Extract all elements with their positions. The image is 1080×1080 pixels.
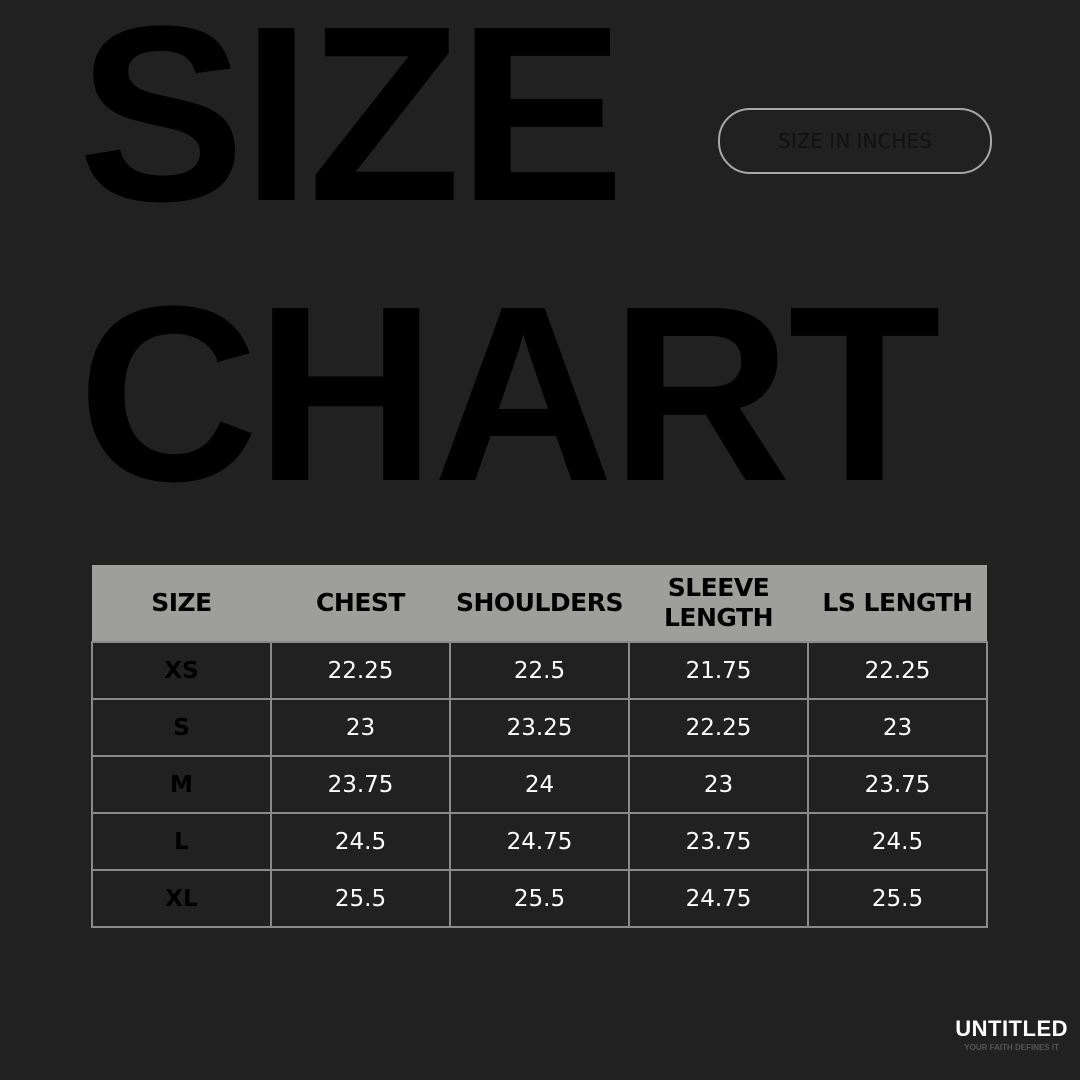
table-row: XL 25.5 25.5 24.75 25.5 [91, 869, 988, 928]
column-header: SLEEVE LENGTH [629, 565, 808, 642]
size-cell: M [91, 755, 272, 814]
size-table: SIZE CHEST SHOULDERS SLEEVE LENGTH LS LENGTH… [91, 565, 988, 928]
table-row: L 24.5 24.75 23.75 24.5 [91, 812, 988, 871]
measurement-cell: 23 [270, 698, 451, 757]
table-row: S 23 23.25 22.25 23 [91, 698, 988, 757]
size-cell: XL [91, 869, 272, 928]
measurement-cell: 22.25 [628, 698, 809, 757]
measurement-cell: 24.5 [270, 812, 451, 871]
measurement-cell: 25.5 [270, 869, 451, 928]
measurement-cell: 23.75 [270, 755, 451, 814]
measurement-cell: 21.75 [628, 641, 809, 700]
column-header: CHEST [271, 565, 450, 642]
measurement-cell: 24.5 [807, 812, 988, 871]
measurement-cell: 23 [807, 698, 988, 757]
column-header: SHOULDERS [450, 565, 629, 642]
column-header: LS LENGTH [808, 565, 987, 642]
column-header: SIZE [92, 565, 271, 642]
measurement-cell: 24.75 [449, 812, 630, 871]
measurement-cell: 23.75 [807, 755, 988, 814]
measurement-cell: 22.25 [807, 641, 988, 700]
measurement-cell: 25.5 [449, 869, 630, 928]
measurement-cell: 24 [449, 755, 630, 814]
brand-logo: UNTITLED YOUR FAITH DEFINES IT [955, 1016, 1068, 1052]
unit-badge: SIZE IN INCHES [718, 108, 992, 174]
measurement-cell: 22.5 [449, 641, 630, 700]
measurement-cell: 23.25 [449, 698, 630, 757]
title-line-2: CHART [78, 254, 941, 533]
size-cell: L [91, 812, 272, 871]
measurement-cell: 23.75 [628, 812, 809, 871]
brand-tagline: YOUR FAITH DEFINES IT [964, 1043, 1059, 1052]
size-cell: XS [91, 641, 272, 700]
measurement-cell: 25.5 [807, 869, 988, 928]
table-row: XS 22.25 22.5 21.75 22.25 [91, 641, 988, 700]
header-row: SIZE CHEST SHOULDERS SLEEVE LENGTH LS LENGTH [92, 565, 987, 642]
measurement-cell: 23 [628, 755, 809, 814]
table-row: M 23.75 24 23 23.75 [91, 755, 988, 814]
brand-name: UNTITLED [955, 1016, 1068, 1041]
measurement-cell: 24.75 [628, 869, 809, 928]
title-line-1: SIZE [78, 0, 625, 253]
table-body: XS 22.25 22.5 21.75 22.25 S 23 23.25 22.25 23 M 23.… [91, 641, 988, 928]
size-cell: S [91, 698, 272, 757]
measurement-cell: 22.25 [270, 641, 451, 700]
